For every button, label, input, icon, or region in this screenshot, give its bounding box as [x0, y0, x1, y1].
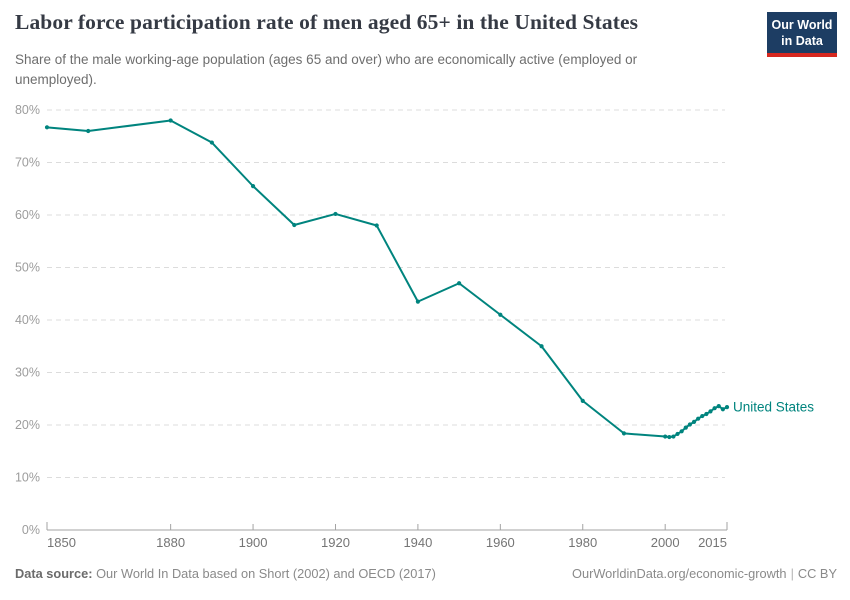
y-tick-label: 50% [15, 261, 40, 275]
y-tick-label: 20% [15, 418, 40, 432]
x-tick-label: 1960 [486, 535, 515, 550]
data-point-marker [457, 281, 462, 286]
x-tick-label: 1980 [568, 535, 597, 550]
data-point-marker [250, 184, 256, 189]
data-point-marker [168, 118, 173, 123]
owid-logo[interactable]: Our World in Data [767, 12, 837, 58]
data-source-label: Data source: [15, 566, 93, 581]
data-point-marker [696, 416, 701, 421]
data-point-marker [704, 411, 709, 417]
data-point-marker [333, 211, 338, 217]
data-point-marker [539, 344, 544, 349]
x-tick-label: 1850 [47, 535, 76, 550]
data-source: Data source: Our World In Data based on … [15, 566, 436, 581]
footer-separator: | [790, 566, 794, 581]
data-point-marker [724, 405, 730, 410]
x-tick-label: 1940 [403, 535, 432, 550]
data-point-marker [415, 299, 421, 304]
data-point-marker [687, 422, 693, 427]
chart-footer: Data source: Our World In Data based on … [15, 566, 837, 581]
data-point-marker [44, 125, 50, 130]
data-point-marker [720, 407, 725, 412]
data-point-marker [671, 434, 676, 439]
owid-url-link[interactable]: OurWorldinData.org/economic-growth [572, 566, 787, 581]
data-point-marker [667, 434, 672, 440]
y-tick-label: 10% [15, 471, 40, 485]
data-point-marker [374, 223, 379, 228]
chart-subtitle: Share of the male working-age population… [15, 52, 638, 88]
license-badge: CC BY [797, 566, 837, 581]
data-point-marker [700, 413, 705, 419]
y-tick-label: 60% [15, 208, 40, 222]
data-point-marker [683, 425, 688, 430]
owid-logo-line1: Our World [771, 18, 833, 32]
data-point-marker [716, 404, 721, 409]
data-point-marker [292, 222, 297, 228]
data-point-marker [708, 409, 713, 414]
data-source-text: Our World In Data based on Short (2002) … [92, 566, 436, 581]
page-title: Labor force participation rate of men ag… [15, 10, 639, 34]
x-tick-label: 1880 [156, 535, 185, 550]
data-point-marker [86, 128, 91, 134]
data-point-marker [675, 431, 680, 437]
data-point-marker [691, 419, 697, 424]
y-tick-label: 70% [15, 156, 40, 170]
data-point-marker [712, 406, 717, 411]
owid-logo-line2: in Data [781, 33, 823, 48]
x-tick-label: 2015 [698, 535, 727, 550]
x-tick-label: 1920 [321, 535, 350, 550]
data-point-marker [679, 429, 684, 434]
x-tick-label: 1900 [239, 535, 268, 550]
data-point-marker [663, 434, 668, 439]
series-label-united-states: United States [733, 400, 814, 415]
y-tick-label: 80% [15, 103, 40, 117]
y-tick-label: 40% [15, 313, 40, 327]
us-trend-line [46, 119, 728, 439]
data-point-marker [621, 431, 627, 436]
y-tick-label: 30% [15, 366, 40, 380]
footer-right: OurWorldinData.org/economic-growth | CC BY [572, 566, 837, 581]
x-tick-label: 2000 [651, 535, 680, 550]
data-point-marker [209, 140, 214, 145]
y-tick-label: 0% [22, 523, 40, 537]
data-point-marker [580, 398, 585, 403]
data-point-marker [498, 312, 503, 317]
